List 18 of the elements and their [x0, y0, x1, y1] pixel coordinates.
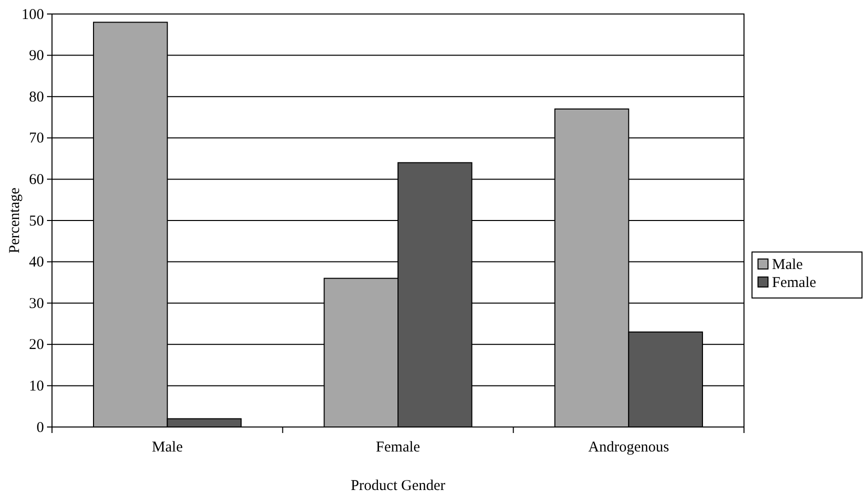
y-axis-title: Percentage — [7, 187, 23, 254]
legend-label: Male — [772, 257, 804, 273]
y-tick-label: 20 — [29, 337, 44, 354]
x-tick-label: Female — [376, 440, 420, 456]
y-tick-label: 90 — [29, 48, 44, 64]
x-tick-label: Androgenous — [588, 440, 670, 456]
y-tick-label: 50 — [29, 213, 44, 230]
y-tick-label: 100 — [22, 6, 44, 23]
x-tick-label: Male — [152, 440, 184, 456]
y-tick-label: 30 — [29, 296, 44, 312]
y-tick-label: 40 — [29, 254, 44, 271]
y-tick-label: 60 — [29, 172, 44, 188]
x-axis-title: Product Gender — [350, 478, 446, 494]
y-tick-label: 80 — [29, 89, 44, 106]
legend-label: Female — [772, 275, 816, 291]
y-tick-label: 0 — [36, 420, 44, 436]
y-tick-label: 70 — [29, 130, 44, 147]
y-tick-label: 10 — [29, 378, 44, 394]
